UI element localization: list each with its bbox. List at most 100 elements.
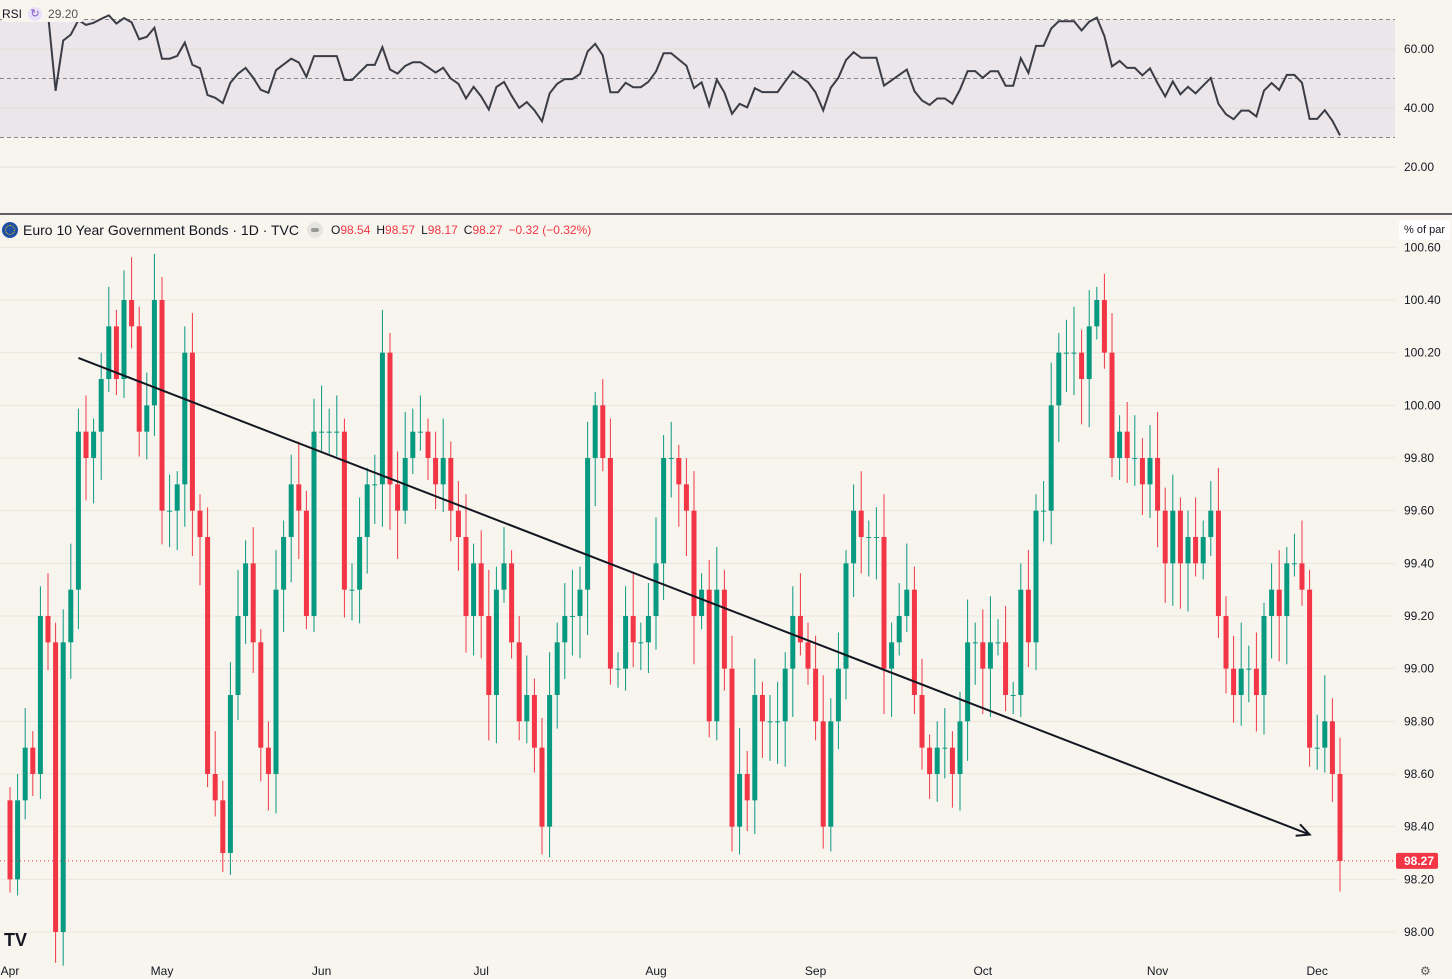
candle xyxy=(243,540,249,644)
candle-body xyxy=(1193,537,1199,564)
candle-body xyxy=(205,537,211,775)
candle xyxy=(1124,402,1130,483)
candle-body xyxy=(942,747,948,749)
trend-arrow-head xyxy=(1295,823,1312,837)
price-tick-label: 98.80 xyxy=(1404,714,1434,728)
candle xyxy=(1139,438,1145,516)
candle xyxy=(1086,290,1092,428)
time-tick-label: Apr xyxy=(1,964,20,978)
candle-body xyxy=(349,589,355,591)
candle-body xyxy=(1261,616,1267,696)
candle xyxy=(531,678,537,773)
candle xyxy=(83,395,89,501)
rsi-label: RSI xyxy=(2,7,23,21)
candle xyxy=(797,573,803,656)
price-tick-label: 100.00 xyxy=(1404,398,1441,412)
candle xyxy=(972,622,978,685)
candle xyxy=(965,599,971,761)
candle-body xyxy=(577,589,583,617)
candle-body xyxy=(341,431,347,590)
candle-body xyxy=(311,431,317,617)
candle-body xyxy=(235,616,241,696)
candle-body xyxy=(1086,326,1092,380)
candle xyxy=(851,484,857,597)
candle-body xyxy=(691,510,697,617)
candle-body xyxy=(303,510,309,617)
candle-body xyxy=(524,695,530,722)
candle xyxy=(144,372,150,460)
candle xyxy=(1177,497,1183,609)
candle xyxy=(828,698,834,852)
settings-icon[interactable]: ⚙ xyxy=(1420,964,1431,978)
candle xyxy=(1048,362,1054,545)
candle-body xyxy=(1003,642,1009,696)
candle xyxy=(866,520,872,577)
rsi-legend: RSI ↻ 29.20 xyxy=(2,6,83,22)
candle-body xyxy=(851,510,857,564)
candle-body xyxy=(1200,537,1206,564)
candle-body xyxy=(661,458,667,564)
candle-body xyxy=(585,458,591,590)
candle-body xyxy=(1033,510,1039,643)
candle xyxy=(1314,714,1320,770)
time-tick-label: Aug xyxy=(645,964,666,978)
candle xyxy=(1269,563,1275,659)
candle-body xyxy=(106,326,112,380)
candle xyxy=(258,629,264,782)
candle xyxy=(942,708,948,779)
candle xyxy=(623,586,629,691)
candle-body xyxy=(615,668,621,670)
candle-body xyxy=(957,721,963,775)
candle xyxy=(569,569,575,656)
candle xyxy=(835,632,841,750)
price-tick-label: 100.60 xyxy=(1404,240,1441,254)
symbol-legend: Euro 10 Year Government Bonds · 1D · TVC… xyxy=(2,222,591,238)
candle xyxy=(379,309,385,527)
trend-line xyxy=(78,357,1310,836)
candle-body xyxy=(828,721,834,827)
candle-body xyxy=(1094,300,1100,327)
candle-body xyxy=(1162,510,1168,564)
candle xyxy=(805,622,811,685)
unit-button[interactable]: % of par xyxy=(1399,220,1450,240)
candle xyxy=(547,652,553,858)
candle-body xyxy=(919,695,925,748)
candle xyxy=(296,441,302,559)
candle-body xyxy=(1223,616,1229,669)
price-tick-label: 99.80 xyxy=(1404,451,1434,465)
candle xyxy=(471,543,477,656)
candle xyxy=(1056,332,1062,442)
candle xyxy=(197,494,203,586)
candle-body xyxy=(539,747,545,827)
collapse-icon[interactable] xyxy=(307,222,323,238)
candle-body xyxy=(364,484,370,538)
candle xyxy=(1033,494,1039,671)
candle xyxy=(683,458,689,557)
candle-body xyxy=(820,721,826,827)
candle-body xyxy=(37,616,43,775)
candle xyxy=(486,569,492,741)
candle-body xyxy=(1314,747,1320,749)
candle-body xyxy=(813,668,819,722)
candle xyxy=(919,658,925,770)
candle-body xyxy=(121,300,127,380)
candle-body xyxy=(1337,774,1343,861)
candle-body xyxy=(668,458,674,460)
candle-body xyxy=(1048,405,1054,511)
sync-icon[interactable]: ↻ xyxy=(28,7,43,21)
candle xyxy=(1291,533,1297,577)
symbol-title[interactable]: Euro 10 Year Government Bonds · 1D · TVC xyxy=(23,222,299,238)
candle xyxy=(782,652,788,767)
candle-body xyxy=(227,695,233,854)
candle xyxy=(387,332,393,530)
time-tick-label: Nov xyxy=(1147,964,1168,978)
candle-body xyxy=(965,642,971,722)
candle xyxy=(858,471,864,574)
candle-body xyxy=(782,668,788,722)
price-tick-label: 98.60 xyxy=(1404,767,1434,781)
candle-body xyxy=(372,484,378,486)
candle-body xyxy=(478,563,484,617)
candle xyxy=(927,734,933,799)
candle xyxy=(911,566,917,715)
